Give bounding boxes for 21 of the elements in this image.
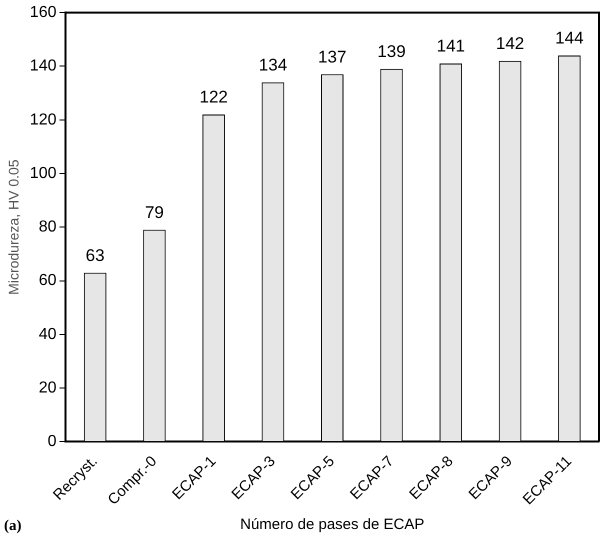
y-tick-label: 140: [30, 58, 57, 75]
data-label: 63: [86, 246, 105, 265]
data-label: 139: [377, 42, 406, 62]
y-tick-label: 160: [30, 4, 57, 22]
y-tick-label: 0: [48, 433, 57, 450]
text: (a): [4, 518, 22, 534]
y-tick-label: 20: [38, 379, 57, 396]
y-tick-label: 60: [38, 272, 57, 290]
data-label: 79: [144, 202, 164, 222]
data-label: 137: [318, 47, 346, 66]
y-tick-label: 120: [30, 111, 57, 128]
data-label: 144: [555, 28, 584, 48]
data-label: 122: [200, 88, 228, 107]
data-label: 141: [436, 36, 465, 56]
data-label: 142: [496, 34, 524, 54]
y-axis-title: Microdureza, HV 0.05: [5, 159, 22, 295]
data-label: 134: [258, 56, 288, 75]
y-tick-label: 100: [30, 164, 57, 182]
x-axis-title: Número de pases de ECAP: [240, 516, 424, 534]
y-tick-label: 40: [38, 326, 57, 343]
y-tick-label: 80: [38, 218, 57, 236]
